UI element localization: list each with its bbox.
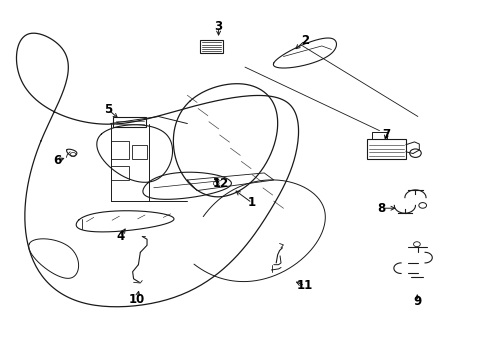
Bar	[132, 145, 147, 159]
Bar	[200, 40, 223, 53]
Text: 4: 4	[116, 230, 124, 243]
Bar	[111, 141, 129, 159]
Text: 2: 2	[301, 34, 309, 47]
Text: 8: 8	[378, 202, 386, 215]
Text: 5: 5	[104, 103, 112, 116]
Bar	[113, 117, 146, 127]
Text: 9: 9	[414, 295, 422, 308]
Text: 1: 1	[248, 197, 256, 210]
Text: 11: 11	[297, 279, 313, 292]
Text: 6: 6	[53, 154, 62, 167]
Bar	[111, 166, 129, 180]
Text: 3: 3	[215, 20, 222, 33]
Text: 10: 10	[129, 293, 145, 306]
Text: 12: 12	[213, 177, 229, 190]
Bar	[368, 139, 406, 159]
Text: 7: 7	[383, 128, 391, 141]
